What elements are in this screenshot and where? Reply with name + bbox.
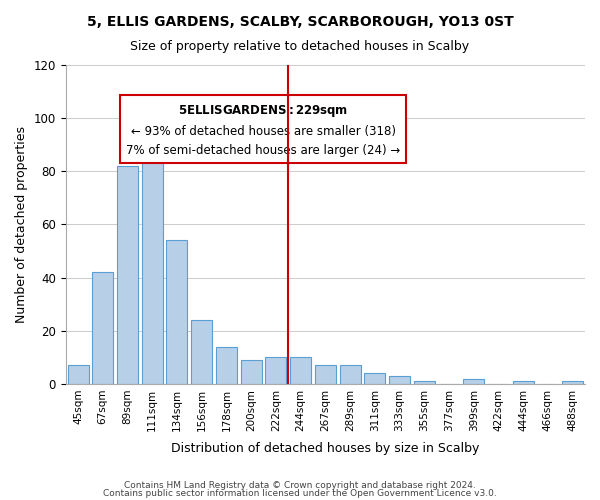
Bar: [562, 381, 583, 384]
Bar: [68, 366, 89, 384]
Bar: [389, 376, 410, 384]
Text: Size of property relative to detached houses in Scalby: Size of property relative to detached ho…: [130, 40, 470, 53]
Bar: [364, 374, 385, 384]
Bar: [290, 358, 311, 384]
Text: 5, ELLIS GARDENS, SCALBY, SCARBOROUGH, YO13 0ST: 5, ELLIS GARDENS, SCALBY, SCARBOROUGH, Y…: [86, 15, 514, 29]
Bar: [117, 166, 138, 384]
Bar: [241, 360, 262, 384]
Bar: [265, 358, 286, 384]
X-axis label: Distribution of detached houses by size in Scalby: Distribution of detached houses by size …: [171, 442, 479, 455]
Bar: [191, 320, 212, 384]
Bar: [414, 381, 435, 384]
Y-axis label: Number of detached properties: Number of detached properties: [15, 126, 28, 323]
Bar: [512, 381, 533, 384]
Bar: [315, 366, 336, 384]
Text: Contains HM Land Registry data © Crown copyright and database right 2024.: Contains HM Land Registry data © Crown c…: [124, 481, 476, 490]
Bar: [216, 346, 237, 384]
Text: $\bf{5 ELLIS GARDENS: 229sqm}$
← 93% of detached houses are smaller (318)
7% of : $\bf{5 ELLIS GARDENS: 229sqm}$ ← 93% of …: [126, 104, 400, 158]
Bar: [463, 378, 484, 384]
Text: Contains public sector information licensed under the Open Government Licence v3: Contains public sector information licen…: [103, 488, 497, 498]
Bar: [340, 366, 361, 384]
Bar: [142, 158, 163, 384]
Bar: [166, 240, 187, 384]
Bar: [92, 272, 113, 384]
